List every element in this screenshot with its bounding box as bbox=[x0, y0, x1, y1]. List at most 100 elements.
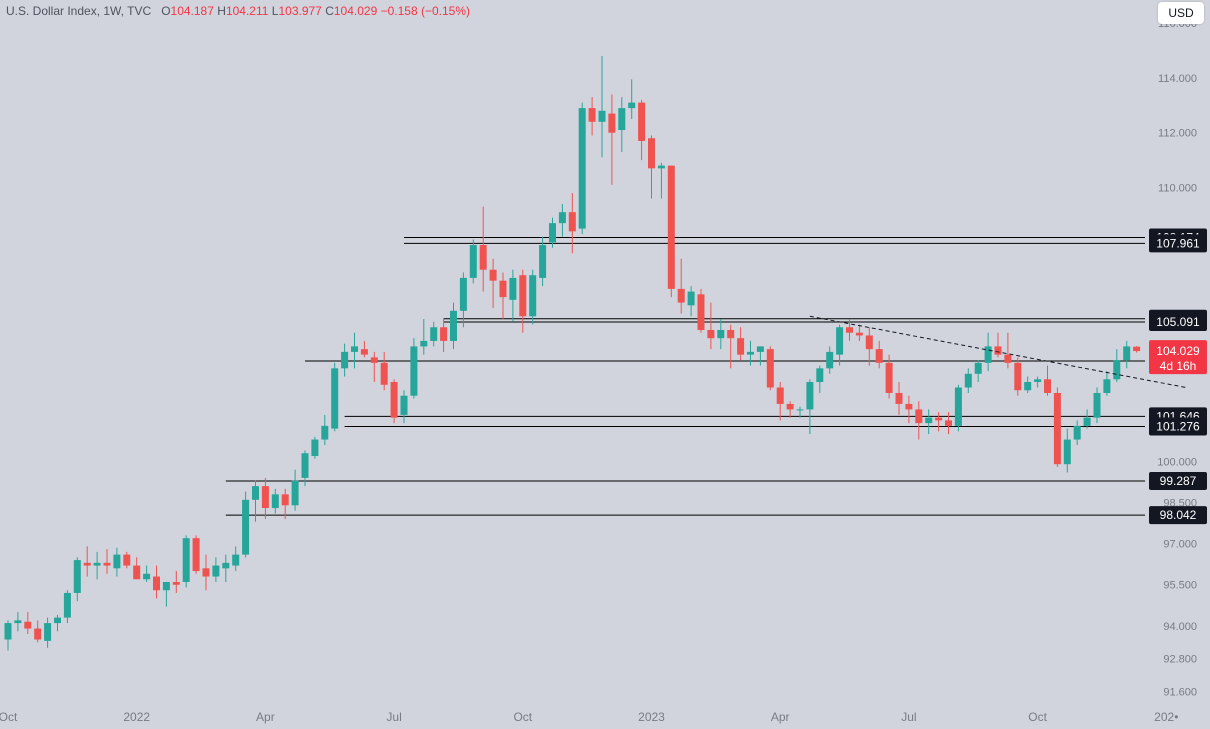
candle-body[interactable] bbox=[202, 568, 210, 577]
candle-body[interactable] bbox=[925, 417, 933, 424]
candle-body[interactable] bbox=[846, 327, 853, 333]
candle-body[interactable] bbox=[222, 562, 230, 569]
candle-body[interactable] bbox=[855, 332, 863, 336]
candle-body[interactable] bbox=[331, 368, 339, 429]
candle-body[interactable] bbox=[1123, 346, 1131, 361]
candle-body[interactable] bbox=[984, 346, 992, 363]
candle-body[interactable] bbox=[34, 628, 42, 640]
candle-body[interactable] bbox=[1133, 346, 1141, 352]
candle-body[interactable] bbox=[410, 346, 418, 396]
candle-body[interactable] bbox=[667, 165, 675, 289]
candle-body[interactable] bbox=[1083, 417, 1091, 426]
candle-body[interactable] bbox=[558, 212, 566, 224]
candle-body[interactable] bbox=[459, 277, 467, 311]
candle-body[interactable] bbox=[73, 560, 81, 593]
candle-body[interactable] bbox=[14, 620, 22, 624]
candle-body[interactable] bbox=[836, 327, 844, 355]
candle-body[interactable] bbox=[380, 362, 388, 385]
candle-body[interactable] bbox=[281, 494, 289, 506]
candle-body[interactable] bbox=[826, 351, 834, 369]
candle-body[interactable] bbox=[469, 245, 477, 278]
candle-body[interactable] bbox=[737, 338, 745, 355]
candle-body[interactable] bbox=[935, 417, 943, 421]
candle-body[interactable] bbox=[727, 329, 735, 339]
candle-body[interactable] bbox=[806, 382, 814, 410]
candle-body[interactable] bbox=[143, 573, 151, 580]
candle-body[interactable] bbox=[83, 562, 91, 566]
candle-body[interactable] bbox=[172, 581, 180, 585]
candle-body[interactable] bbox=[311, 439, 319, 456]
candle-body[interactable] bbox=[1073, 425, 1081, 440]
candle-body[interactable] bbox=[341, 351, 349, 369]
candle-body[interactable] bbox=[697, 294, 705, 330]
candle-body[interactable] bbox=[638, 102, 646, 141]
candle-body[interactable] bbox=[1093, 392, 1101, 418]
candle-body[interactable] bbox=[974, 362, 982, 374]
candle-body[interactable] bbox=[677, 288, 685, 303]
candle-body[interactable] bbox=[1053, 392, 1061, 465]
candle-body[interactable] bbox=[162, 581, 170, 591]
candle-body[interactable] bbox=[351, 346, 358, 352]
candle-body[interactable] bbox=[133, 565, 141, 580]
candle-body[interactable] bbox=[450, 310, 457, 341]
candle-body[interactable] bbox=[776, 387, 784, 404]
candle-body[interactable] bbox=[895, 392, 903, 404]
candle-body[interactable] bbox=[420, 340, 428, 347]
candle-body[interactable] bbox=[885, 362, 893, 393]
candle-body[interactable] bbox=[93, 562, 101, 566]
candle-body[interactable] bbox=[370, 357, 378, 363]
candle-body[interactable] bbox=[192, 538, 200, 572]
candle-body[interactable] bbox=[1004, 354, 1012, 363]
candle-body[interactable] bbox=[479, 245, 487, 270]
candle-body[interactable] bbox=[786, 403, 794, 410]
candle-body[interactable] bbox=[291, 480, 299, 506]
candle-body[interactable] bbox=[568, 212, 576, 232]
candle-body[interactable] bbox=[499, 280, 507, 298]
candle-body[interactable] bbox=[321, 425, 329, 440]
candle-body[interactable] bbox=[509, 277, 517, 300]
candle-body[interactable] bbox=[153, 576, 160, 591]
candle-body[interactable] bbox=[1044, 379, 1051, 393]
candle-body[interactable] bbox=[261, 486, 269, 509]
candle-body[interactable] bbox=[1113, 360, 1121, 380]
candle-body[interactable] bbox=[1014, 362, 1022, 391]
candle-body[interactable] bbox=[816, 368, 824, 383]
candle-body[interactable] bbox=[232, 554, 240, 566]
candle-body[interactable] bbox=[489, 269, 497, 281]
candle-body[interactable] bbox=[301, 453, 309, 478]
candle-body[interactable] bbox=[945, 420, 952, 426]
candle-body[interactable] bbox=[182, 538, 190, 582]
currency-button[interactable]: USD bbox=[1158, 2, 1204, 24]
candle-body[interactable] bbox=[430, 327, 438, 341]
candle-body[interactable] bbox=[954, 387, 962, 426]
candle-body[interactable] bbox=[1024, 382, 1032, 391]
candle-body[interactable] bbox=[628, 102, 636, 109]
candle-body[interactable] bbox=[598, 110, 606, 122]
candle-body[interactable] bbox=[707, 329, 715, 339]
candle-body[interactable] bbox=[44, 623, 52, 641]
candle-body[interactable] bbox=[390, 382, 398, 418]
candle-body[interactable] bbox=[608, 113, 616, 133]
trend-line[interactable] bbox=[809, 315, 1187, 388]
candle-body[interactable] bbox=[440, 327, 448, 341]
candle-body[interactable] bbox=[271, 494, 279, 509]
candle-body[interactable] bbox=[687, 291, 695, 306]
candle-body[interactable] bbox=[113, 554, 121, 569]
candle-body[interactable] bbox=[766, 349, 774, 388]
candle-body[interactable] bbox=[796, 409, 804, 411]
candle-body[interactable] bbox=[618, 108, 626, 131]
candle-body[interactable] bbox=[648, 138, 655, 169]
candle-body[interactable] bbox=[915, 409, 923, 424]
candle-body[interactable] bbox=[519, 275, 527, 317]
candle-body[interactable] bbox=[539, 245, 547, 278]
candle-body[interactable] bbox=[1103, 379, 1111, 393]
candle-body[interactable] bbox=[252, 486, 259, 500]
candle-body[interactable] bbox=[964, 373, 972, 388]
candle-body[interactable] bbox=[123, 554, 131, 566]
candle-body[interactable] bbox=[578, 108, 586, 229]
candle-body[interactable] bbox=[549, 223, 556, 243]
candle-body[interactable] bbox=[588, 108, 596, 122]
candle-body[interactable] bbox=[360, 349, 368, 355]
candle-body[interactable] bbox=[657, 165, 665, 169]
